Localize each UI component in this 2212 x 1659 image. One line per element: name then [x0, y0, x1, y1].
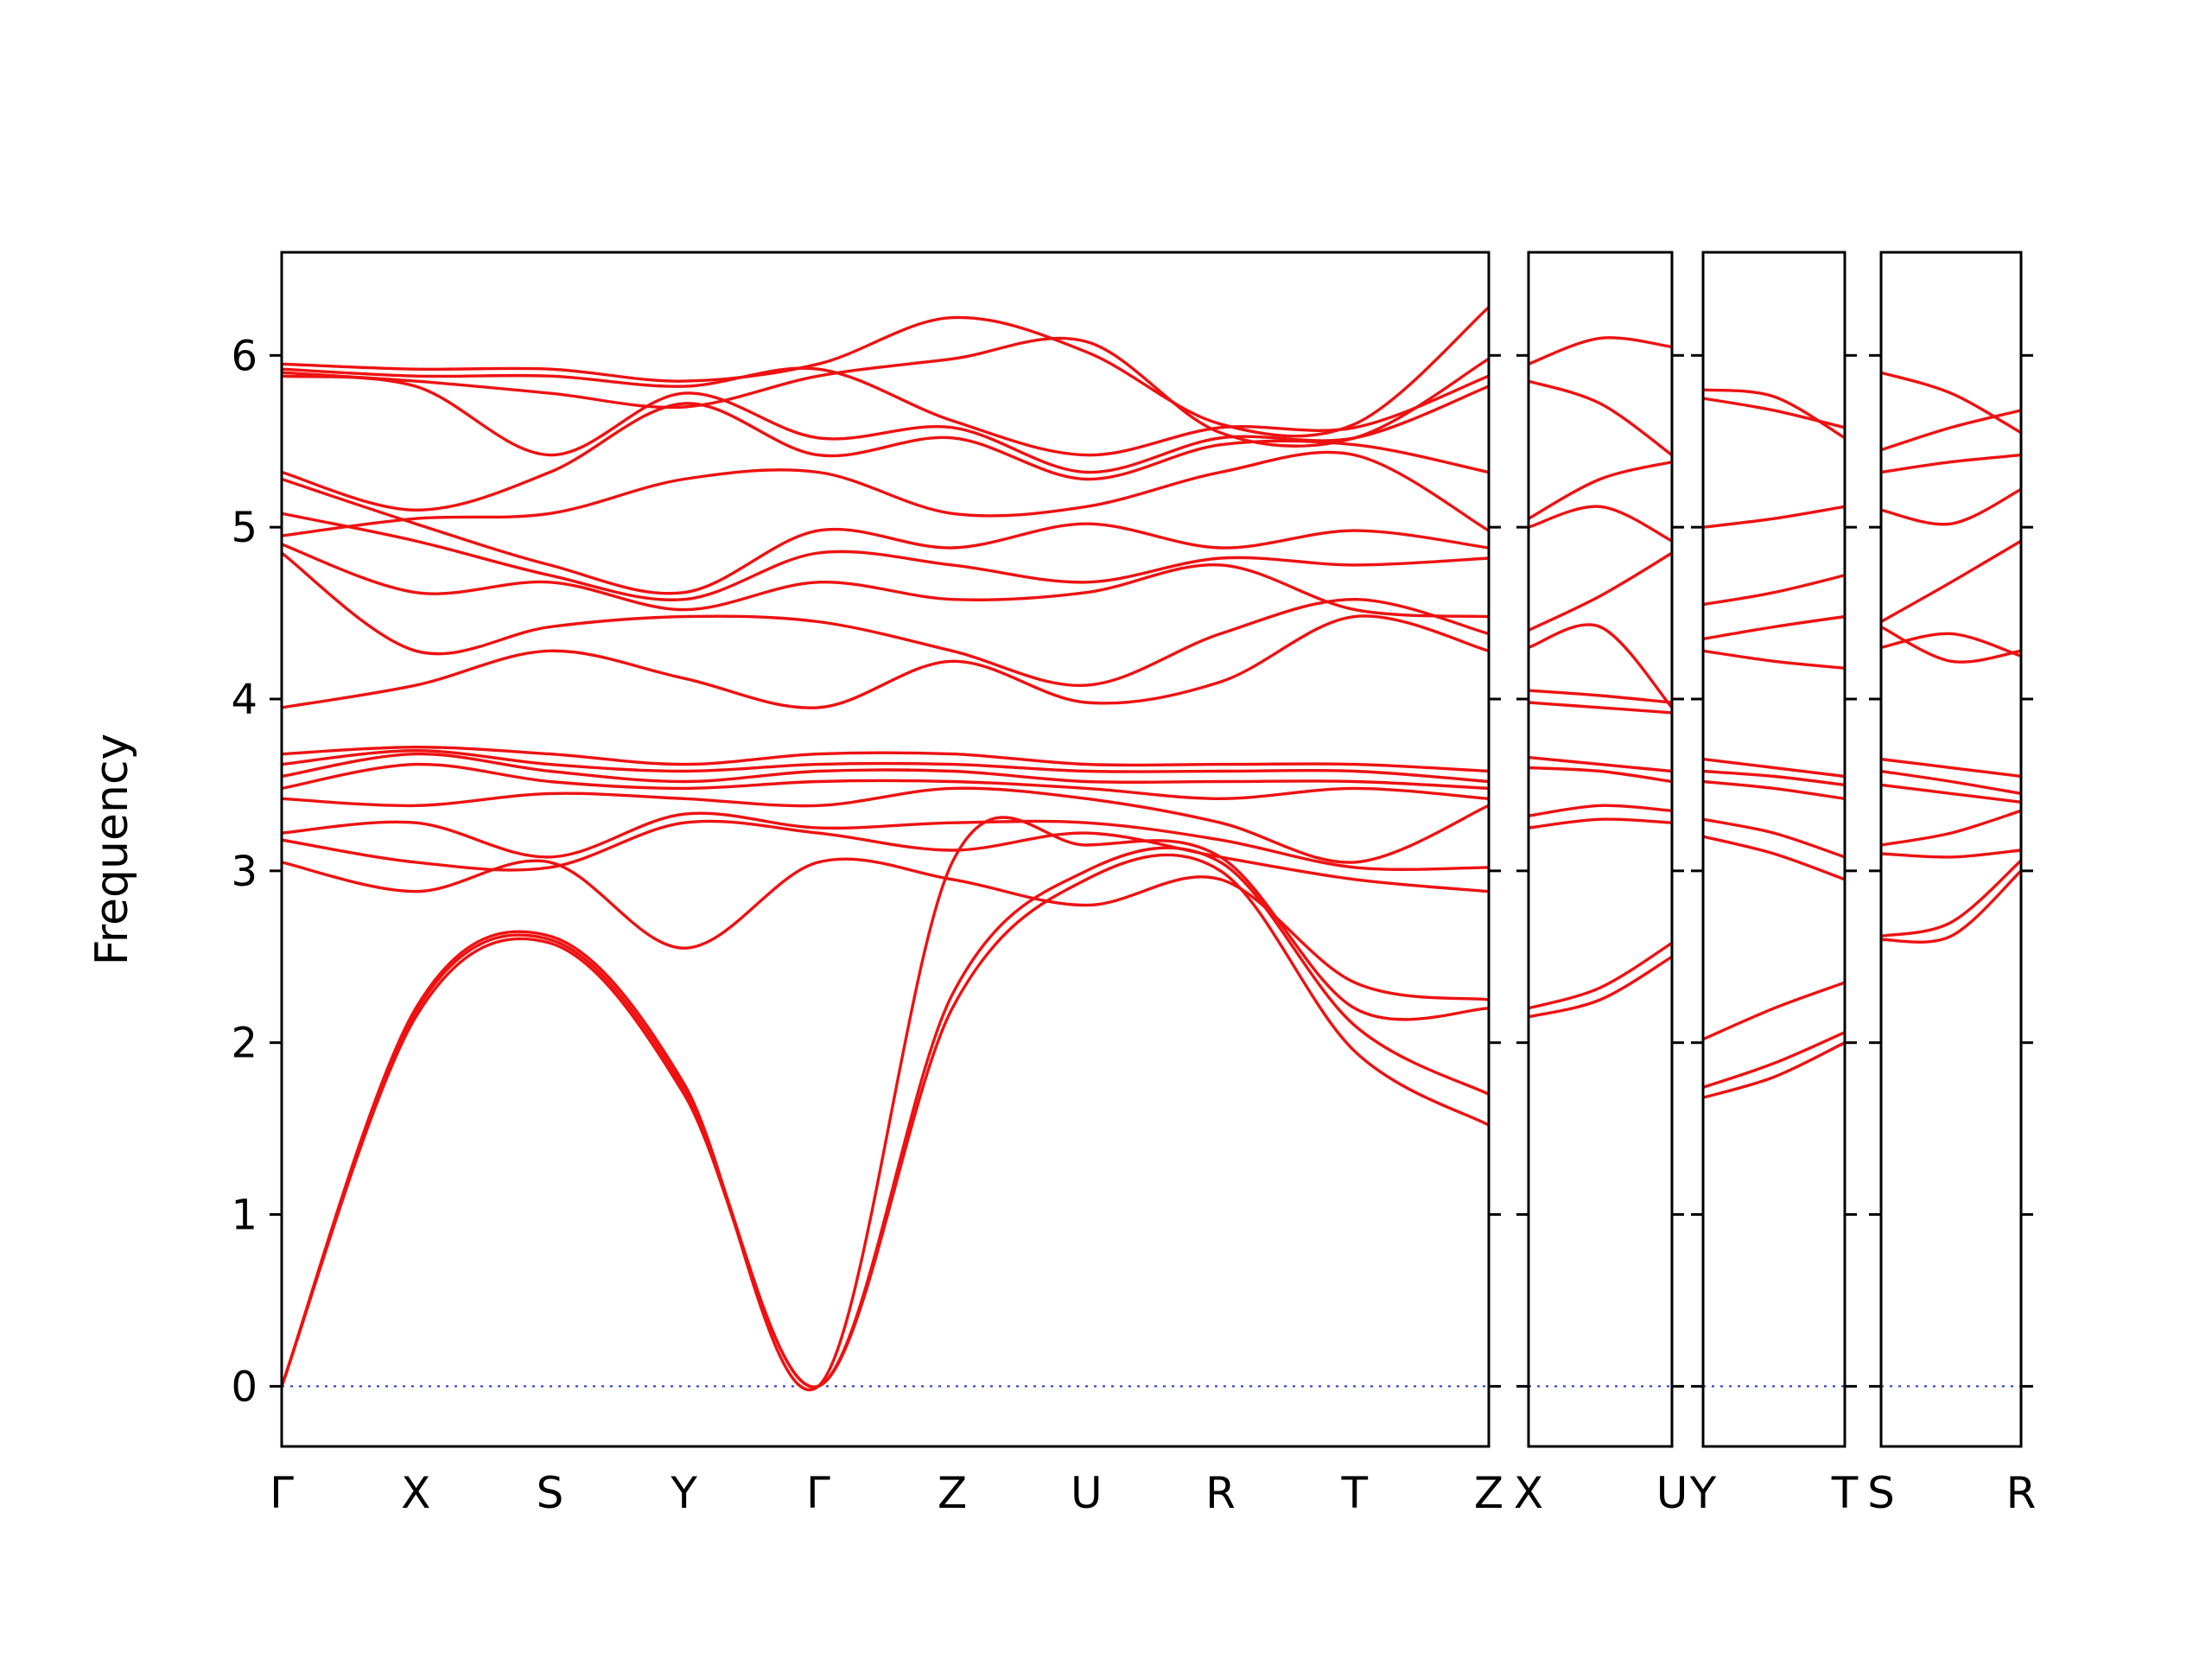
band-line [1881, 757, 2021, 779]
main-path-bands [282, 305, 1489, 1391]
band-line [1529, 623, 1672, 709]
x-tick-label: S [537, 1468, 564, 1518]
band-line [1703, 649, 1845, 670]
band-line [282, 846, 1489, 1389]
band-line [282, 305, 1489, 438]
band-line [282, 402, 1489, 512]
x-tick-label: X [401, 1468, 430, 1518]
band-line [282, 786, 1489, 864]
band-line [1529, 941, 1672, 1010]
x-tick-label: U [1071, 1468, 1103, 1518]
band-line [1703, 835, 1845, 881]
y-tick-label: 1 [231, 1192, 257, 1240]
band-line [1703, 1031, 1845, 1090]
band-line [1703, 388, 1845, 440]
band-line [282, 762, 1489, 800]
band-line [282, 551, 1489, 687]
band-line [1703, 614, 1845, 641]
band-line [282, 749, 1489, 784]
X-U-path-bands [1529, 336, 1672, 1019]
band-line [1703, 505, 1845, 529]
band-line [282, 366, 1489, 457]
x-tick-label: R [1205, 1468, 1236, 1518]
x-tick-label: Γ [806, 1468, 830, 1518]
band-line [1881, 769, 2021, 796]
band-line [1529, 379, 1672, 457]
band-line [1703, 981, 1845, 1041]
x-tick-label: S [1867, 1468, 1895, 1518]
band-line [1881, 849, 2021, 859]
x-tick-label: Z [1474, 1468, 1503, 1518]
band-line [1881, 453, 2021, 474]
axes-frame [1527, 251, 1674, 1448]
band-line [282, 512, 1489, 601]
x-tick-label: X [1514, 1468, 1543, 1518]
band-line [282, 543, 1489, 619]
band-line [1881, 625, 2021, 664]
band-line [1881, 632, 2021, 658]
x-tick-label: Y [670, 1468, 697, 1518]
band-line [1881, 783, 2021, 804]
band-line [1529, 755, 1672, 773]
band-line [1529, 701, 1672, 715]
y-tick-label: 6 [231, 332, 257, 380]
band-line [282, 614, 1489, 709]
band-line [1881, 487, 2021, 526]
axes-frame [1879, 251, 2023, 1448]
band-line [1529, 336, 1672, 365]
band-line [1881, 869, 2021, 944]
band-line [282, 336, 1489, 448]
band-line [1529, 505, 1672, 543]
band-line [1881, 859, 2021, 938]
x-tick-label: U [1656, 1468, 1688, 1518]
band-line [282, 819, 1489, 893]
y-axis-label: Frequency [86, 733, 138, 966]
y-tick-label: 5 [231, 504, 257, 552]
y-tick-label: 4 [231, 676, 257, 724]
band-line [1529, 551, 1672, 632]
band-line [282, 746, 1489, 773]
band-line [282, 374, 1489, 474]
band-line [1881, 371, 2021, 435]
band-line [1881, 539, 2021, 624]
band-line [1703, 817, 1845, 859]
band-line [282, 811, 1489, 871]
x-tick-label: T [1831, 1468, 1859, 1518]
band-line [1529, 955, 1672, 1019]
Y-T-path-bands [1703, 388, 1845, 1099]
x-tick-label: Z [938, 1468, 967, 1518]
band-line [1529, 689, 1672, 704]
x-tick-label: T [1341, 1468, 1369, 1518]
band-line [1703, 769, 1845, 787]
x-tick-label: Y [1689, 1468, 1717, 1518]
y-tick-label: 3 [231, 848, 257, 896]
band-line [1529, 460, 1672, 520]
y-tick-label: 0 [231, 1363, 257, 1411]
band-line [1529, 817, 1672, 830]
band-line [282, 450, 1489, 537]
band-line [1703, 757, 1845, 779]
band-line [1529, 766, 1672, 784]
band-line [1703, 1041, 1845, 1099]
band-line [282, 857, 1489, 1001]
band-line [282, 816, 1489, 1391]
axes-frame [280, 251, 1491, 1448]
band-line [282, 477, 1489, 595]
axes-frame [1701, 251, 1847, 1448]
band-line [1881, 409, 2021, 452]
band-line [1703, 779, 1845, 800]
x-tick-label: R [2006, 1468, 2037, 1518]
band-line [1529, 804, 1672, 817]
band-line [1703, 574, 1845, 607]
band-line [282, 853, 1489, 1389]
S-R-path-bands [1881, 371, 2021, 944]
band-line [1703, 397, 1845, 429]
y-tick-label: 2 [231, 1020, 257, 1068]
x-tick-label: Γ [270, 1468, 294, 1518]
band-line [282, 752, 1489, 791]
band-line [1881, 809, 2021, 847]
